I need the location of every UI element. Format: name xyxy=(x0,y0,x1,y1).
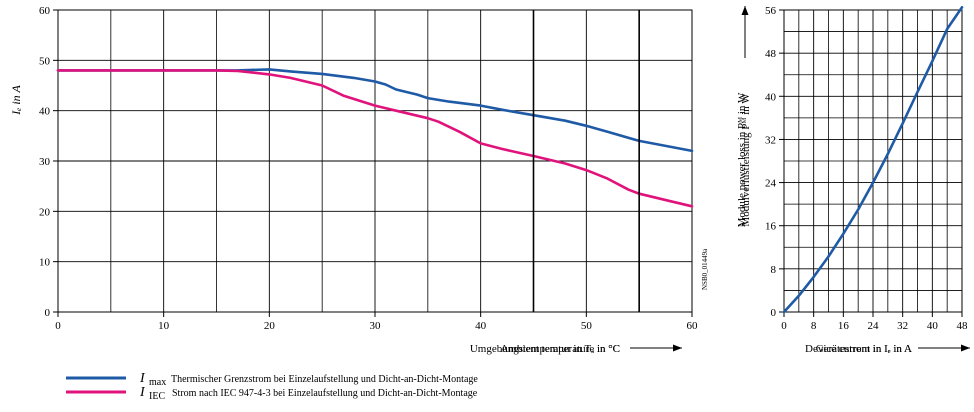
x-axis-arrow-head xyxy=(673,344,682,352)
x-tick-label: 50 xyxy=(581,320,593,332)
x-tick-label: 30 xyxy=(370,320,382,332)
y-tick-label: 0 xyxy=(771,307,777,319)
y-tick-label: 10 xyxy=(39,257,51,269)
x-tick-label: 60 xyxy=(687,320,699,332)
x-tick-label: 10 xyxy=(158,320,170,332)
y-tick-label: 60 xyxy=(39,5,51,17)
legend-symbol: I xyxy=(139,371,146,386)
x-axis-label-1: Device current in Iₑ in A xyxy=(805,343,912,355)
x-tick-label: 40 xyxy=(927,320,939,332)
y-axis-label-2: Modulverlustleistung Pᴹ in W xyxy=(740,93,752,227)
temperature-chart: 0 10 20 30 40 50 60 0 10 20 30 40 50 60 Iₑ in A Ambient… xyxy=(9,5,709,355)
legend-subscript: max xyxy=(149,377,166,388)
x-tick-label: 8 xyxy=(811,320,817,332)
x-tick-label: 16 xyxy=(838,320,850,332)
y-tick-label: 50 xyxy=(39,55,51,67)
x-axis-label-2: Umgebungstemperatur in Tₐ in °C xyxy=(470,343,620,355)
y-tick-label: 40 xyxy=(765,91,777,103)
y-tick-label: 48 xyxy=(765,48,777,60)
x-tick-label: 48 xyxy=(957,320,969,332)
x-axis-arrow-head xyxy=(961,344,970,352)
y-tick-label: 40 xyxy=(39,106,51,118)
y-tick-label: 24 xyxy=(765,178,777,190)
legend-subscript: IEC xyxy=(149,391,165,402)
x-tick-label: 0 xyxy=(781,320,787,332)
x-tick-label: 0 xyxy=(55,320,61,332)
y-axis-arrow-head xyxy=(741,6,749,15)
y-tick-label: 20 xyxy=(39,206,51,218)
y-axis-label-1: Module power loss in Pᴹ in W xyxy=(736,92,748,227)
series-line-0 xyxy=(782,6,964,314)
x-tick-label: 40 xyxy=(475,320,487,332)
legend-symbol: I xyxy=(139,385,146,400)
y-tick-label: 16 xyxy=(765,221,777,233)
x-axis-label-1: Ambient temperature in °C xyxy=(500,343,620,355)
legend-text: Thermischer Grenzstrom bei Einzelaufstel… xyxy=(171,374,478,385)
y-tick-label: 0 xyxy=(45,307,51,319)
legend-text: Strom nach IEC 947-4-3 bei Einzelaufstel… xyxy=(172,388,478,399)
y-tick-label: 56 xyxy=(765,5,777,17)
x-axis-label-2: Gerätestrom in Iₑ in A xyxy=(816,343,912,355)
x-tick-label: 32 xyxy=(897,320,908,332)
y-tick-label: 32 xyxy=(765,134,776,146)
series-line-i-iec xyxy=(56,69,694,208)
figure-id-note: NSB0_01449a xyxy=(701,248,709,290)
x-tick-label: 24 xyxy=(868,320,880,332)
y-tick-label: 8 xyxy=(771,264,777,276)
y-axis-label: Iₑ in A xyxy=(9,85,23,116)
x-tick-label: 20 xyxy=(264,320,276,332)
power-loss-chart: 0 8 16 24 32 40 48 0 8 16 24 32 40 48 56 Device current… xyxy=(736,5,970,355)
y-tick-label: 30 xyxy=(39,156,51,168)
